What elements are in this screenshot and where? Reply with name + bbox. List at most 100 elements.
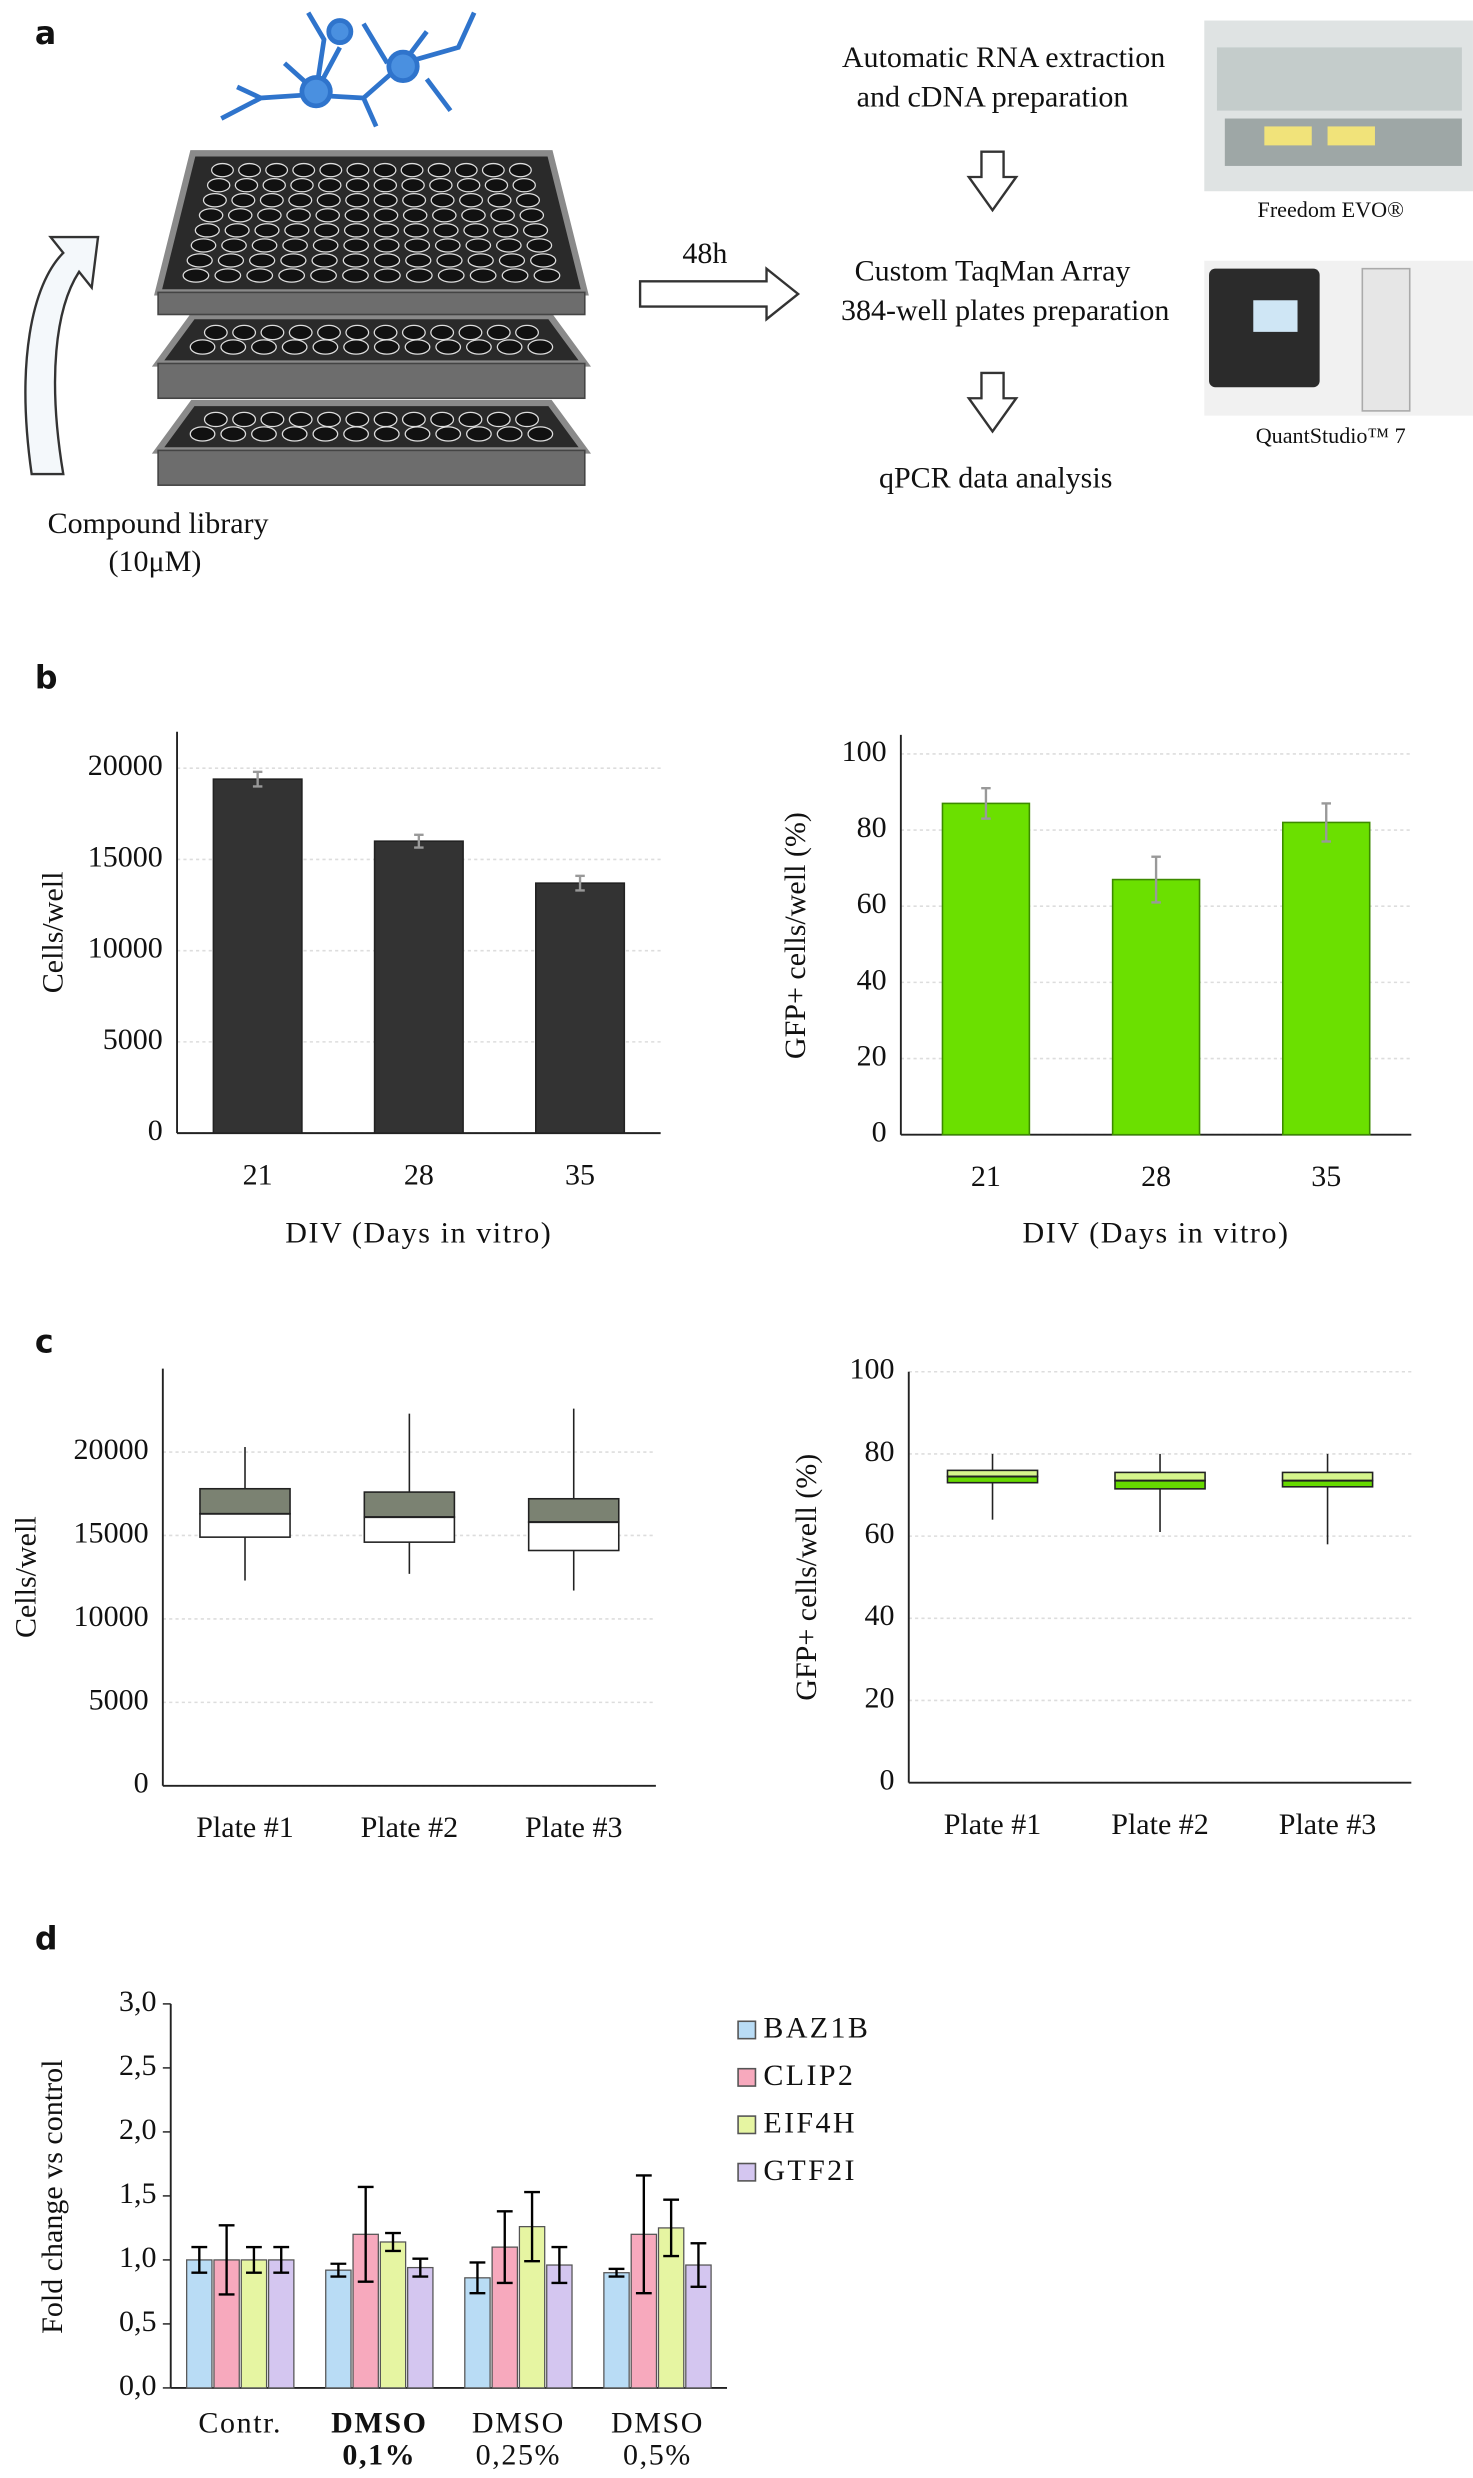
box-upper <box>1114 1471 1206 1482</box>
well <box>284 223 310 238</box>
well <box>343 223 370 238</box>
well <box>288 324 313 341</box>
well <box>435 426 462 442</box>
x-tick-label: Plate #1 <box>944 1808 1042 1841</box>
well <box>373 223 399 238</box>
well <box>523 223 549 238</box>
well <box>373 238 400 253</box>
error-bar <box>663 2198 680 2258</box>
well <box>373 426 400 442</box>
well <box>190 238 217 253</box>
legend-label: CLIP2 <box>763 2059 855 2092</box>
x-tick-label: DMSO <box>611 2407 704 2440</box>
neurons <box>220 11 477 128</box>
well <box>484 177 509 193</box>
box-upper <box>363 1491 456 1518</box>
error-bar <box>575 874 585 892</box>
arrow <box>966 371 1019 434</box>
well <box>401 411 426 428</box>
well <box>292 162 316 178</box>
well <box>436 253 463 268</box>
well <box>512 177 536 193</box>
well <box>318 177 342 193</box>
x-tick-label: 21 <box>243 1158 273 1191</box>
x-tick-label: 28 <box>404 1158 434 1191</box>
well <box>315 208 340 223</box>
well <box>434 238 461 253</box>
y-axis-label: GFP+ cells/well (%) <box>790 1454 823 1701</box>
error-bar <box>414 833 424 849</box>
y-tick-label: 0 <box>880 1764 895 1797</box>
well <box>493 223 519 238</box>
x-axis-label: DIV (Days in vitro) <box>1023 1217 1290 1250</box>
well <box>286 208 311 223</box>
well <box>278 268 306 283</box>
well <box>401 177 425 193</box>
x-tick-label: 28 <box>1141 1160 1171 1193</box>
instrument-label: Freedom EVO® <box>1258 197 1404 222</box>
well <box>430 411 455 428</box>
well <box>220 339 247 355</box>
y-tick-label: 2,0 <box>119 2113 157 2146</box>
y-tick-label: 10000 <box>88 932 163 965</box>
arrow <box>638 266 801 322</box>
well <box>317 411 341 428</box>
quantstudio-photo <box>1204 260 1473 416</box>
bar <box>212 778 303 1134</box>
well <box>312 238 339 253</box>
well <box>527 339 554 355</box>
well <box>373 268 401 283</box>
bar <box>373 840 464 1134</box>
y-tick-label: 5000 <box>103 1023 163 1056</box>
x-tick-label: 0,5% <box>623 2438 692 2471</box>
well <box>234 177 259 193</box>
well <box>314 223 340 238</box>
well <box>404 238 431 253</box>
well <box>527 426 554 442</box>
well <box>198 208 224 223</box>
well <box>467 253 494 268</box>
error-bar <box>551 2245 568 2285</box>
y-axis-label: Fold change vs control <box>36 2060 69 2334</box>
well <box>432 208 457 223</box>
well <box>401 324 426 341</box>
y-tick-label: 0 <box>148 1114 163 1147</box>
well <box>254 223 280 238</box>
step-text: and cDNA preparation <box>857 80 1129 113</box>
well <box>182 268 210 283</box>
well <box>189 426 216 442</box>
freedom-evo-photo <box>1204 20 1473 192</box>
well <box>259 193 284 208</box>
error-bar <box>412 2257 429 2278</box>
plate-face <box>151 399 592 454</box>
y-tick-label: 15000 <box>88 840 163 873</box>
well <box>405 268 433 283</box>
bar <box>267 2259 295 2389</box>
well <box>220 426 247 442</box>
legend-swatch <box>737 2115 757 2135</box>
well <box>206 177 231 193</box>
well <box>519 208 545 223</box>
bar <box>1111 878 1201 1136</box>
y-tick-label: 0,0 <box>119 2369 157 2402</box>
well <box>249 253 276 268</box>
well <box>373 162 397 178</box>
well <box>373 324 398 341</box>
well <box>312 426 339 442</box>
y-tick-label: 0 <box>872 1116 887 1149</box>
well <box>211 162 234 178</box>
well <box>373 177 398 193</box>
well <box>214 268 242 283</box>
y-tick-label: 10000 <box>74 1600 149 1633</box>
bar <box>325 2269 352 2389</box>
well <box>189 339 216 355</box>
error-bar <box>273 2245 290 2274</box>
well <box>194 223 220 238</box>
well <box>515 324 539 341</box>
well <box>342 268 369 283</box>
y-tick-label: 80 <box>857 811 887 844</box>
panel-label: c <box>35 1324 54 1360</box>
y-axis-label: Cells/well <box>9 1516 42 1638</box>
well <box>435 339 462 355</box>
error-bar <box>246 2245 262 2274</box>
